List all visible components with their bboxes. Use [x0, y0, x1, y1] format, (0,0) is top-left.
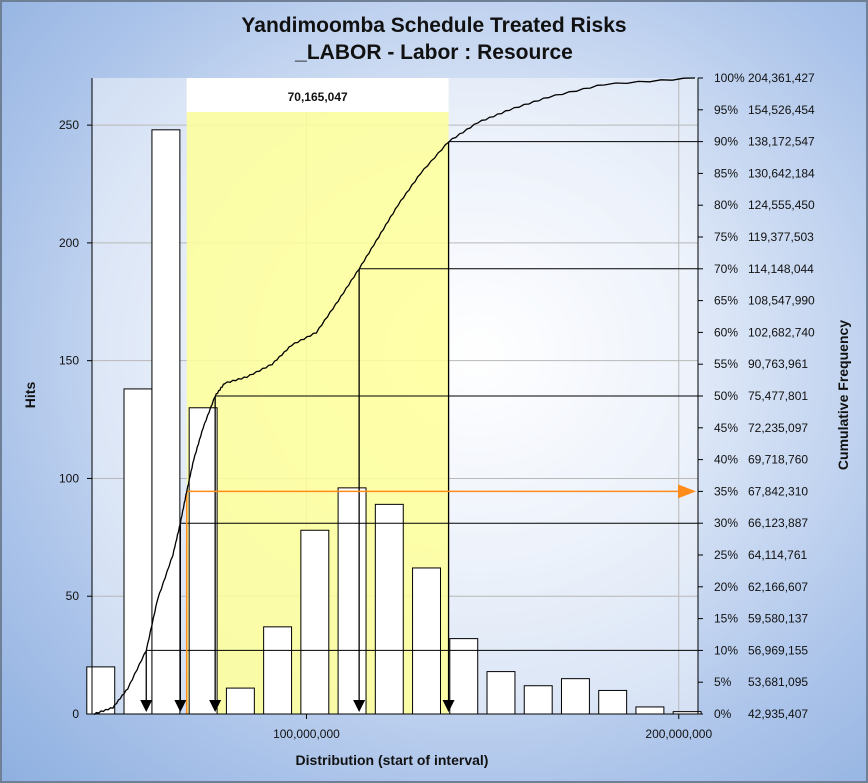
x-axis-label: Distribution (start of interval)	[296, 752, 489, 768]
percentile-value-label: 64,114,761	[748, 548, 807, 562]
x-tick-label: 200,000,000	[645, 727, 712, 741]
y-tick-label: 50	[66, 589, 80, 603]
y-tick-label: 250	[59, 118, 79, 132]
percentile-pct-label: 25%	[714, 548, 738, 562]
percentile-value-label: 204,361,427	[748, 71, 815, 85]
percentile-value-label: 138,172,547	[748, 135, 815, 149]
down-arrow-icon	[353, 700, 366, 712]
y-tick-label: 150	[59, 354, 79, 368]
down-arrow-icon	[140, 700, 153, 712]
histogram-bar	[449, 638, 479, 715]
percentile-value-label: 90,763,961	[748, 357, 808, 371]
percentile-pct-label: 95%	[714, 103, 738, 117]
histogram-bar	[523, 685, 553, 715]
percentile-pct-label: 90%	[714, 135, 738, 149]
percentile-pct-label: 85%	[714, 166, 738, 180]
percentile-pct-label: 80%	[714, 198, 738, 212]
y-tick-label: 200	[59, 236, 79, 250]
percentile-value-label: 108,547,990	[748, 294, 815, 308]
down-arrow-icon	[209, 700, 222, 712]
histogram-bar	[263, 626, 293, 715]
percentile-value-label: 154,526,454	[748, 103, 815, 117]
percentile-value-label: 69,718,760	[748, 453, 808, 467]
percentile-pct-label: 35%	[714, 484, 738, 498]
percentile-value-label: 53,681,095	[748, 675, 808, 689]
histogram-bar	[374, 503, 404, 715]
percentile-pct-label: 100%	[714, 71, 745, 85]
cumulative-curve	[93, 77, 696, 716]
percentile-pct-label: 50%	[714, 389, 738, 403]
percentile-value-label: 75,477,801	[748, 389, 808, 403]
percentile-markers	[140, 141, 698, 714]
percentile-pct-label: 10%	[714, 643, 738, 657]
percentile-value-label: 72,235,097	[748, 421, 808, 435]
y-tick-label: 100	[59, 471, 79, 485]
percentile-pct-label: 0%	[714, 707, 732, 721]
orange-arrow-icon	[678, 484, 696, 499]
percentile-pct-label: 45%	[714, 421, 738, 435]
percentile-value-label: 119,377,503	[748, 230, 814, 244]
axes	[87, 77, 703, 719]
percentile-value-label: 62,166,607	[748, 580, 808, 594]
percentile-value-label: 124,555,450	[748, 198, 815, 212]
histogram-bar	[337, 487, 367, 715]
x-tick-label: 100,000,000	[273, 727, 340, 741]
percentile-value-label: 67,842,310	[748, 484, 808, 498]
cumulative-line	[93, 77, 696, 716]
highlight-band-label: 70,165,047	[288, 90, 348, 104]
percentile-pct-label: 55%	[714, 357, 738, 371]
percentile-pct-label: 30%	[714, 516, 738, 530]
y2-axis-label: Cumulative Frequency	[835, 320, 851, 470]
percentile-value-label: 66,123,887	[748, 516, 808, 530]
histogram-bar	[560, 678, 590, 715]
percentile-pct-label: 75%	[714, 230, 738, 244]
down-arrow-icon	[442, 700, 455, 712]
y-axis-label: Hits	[22, 382, 38, 409]
histogram-bar	[123, 388, 153, 715]
percentile-value-label: 130,642,184	[748, 166, 815, 180]
percentile-pct-label: 5%	[714, 675, 732, 689]
histogram-bar	[412, 567, 441, 715]
histogram-bar	[635, 706, 665, 715]
histogram-bar	[188, 407, 218, 715]
histogram-bar	[225, 687, 255, 715]
percentile-value-label: 59,580,137	[748, 612, 808, 626]
down-arrow-icon	[174, 700, 187, 712]
percentile-value-label: 42,935,407	[748, 707, 808, 721]
percentile-value-label: 114,148,044	[748, 262, 814, 276]
percentile-value-label: 56,969,155	[748, 643, 808, 657]
percentile-value-label: 102,682,740	[748, 325, 815, 339]
histogram-bar	[86, 666, 116, 715]
histogram-bar	[598, 689, 628, 715]
histogram-bar	[300, 529, 330, 715]
percentile-pct-label: 65%	[714, 294, 738, 308]
y-tick-label: 0	[72, 707, 79, 721]
percentile-pct-label: 20%	[714, 580, 738, 594]
percentile-pct-label: 60%	[714, 325, 738, 339]
percentile-pct-label: 15%	[714, 612, 738, 626]
percentile-pct-label: 40%	[714, 453, 738, 467]
highlight-band-label-box	[186, 78, 449, 112]
histogram-bar	[486, 671, 516, 715]
percentile-pct-label: 70%	[714, 262, 738, 276]
chart-title-line-2: _LABOR - Labor : Resource	[294, 41, 573, 64]
chart-title-line-1: Yandimoomba Schedule Treated Risks	[241, 14, 626, 37]
histogram-bar	[151, 129, 181, 715]
